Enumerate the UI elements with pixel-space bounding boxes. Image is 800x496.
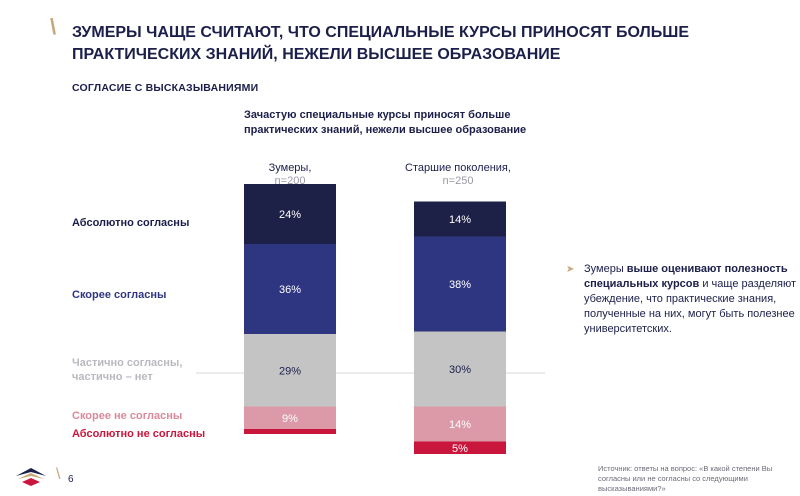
data-label-1-2: 30% xyxy=(449,364,471,376)
bar-segment-1-4 xyxy=(414,441,506,454)
bar-segment-0-4 xyxy=(244,429,336,434)
group-name-zoomers: Зумеры, xyxy=(268,162,312,174)
group-n-older: n=250 xyxy=(442,175,474,187)
legend-label-4: Абсолютно не согласны xyxy=(72,428,206,440)
data-label-0-3: 9% xyxy=(282,413,298,425)
company-logo xyxy=(14,466,48,493)
bar-segment-1-0 xyxy=(414,201,506,237)
data-label-1-0: 14% xyxy=(449,214,471,226)
data-label-0-2: 29% xyxy=(279,365,301,377)
data-label-1-1: 38% xyxy=(449,279,471,291)
legend-label-1: Скорее согласны xyxy=(72,289,167,301)
insight-text-bold: выше оценивают полезность специальных ку… xyxy=(584,263,788,290)
group-name-older: Старшие поколения, xyxy=(405,162,511,174)
legend-label-3: Скорее не согласны xyxy=(72,410,183,422)
page-title: ЗУМЕРЫ ЧАЩЕ СЧИТАЮТ, ЧТО СПЕЦИАЛЬНЫЕ КУР… xyxy=(72,24,690,63)
data-label-0-1: 36% xyxy=(279,284,301,296)
section-subtitle: СОГЛАСИЕ С ВЫСКАЗЫВАНИЯМИ xyxy=(72,82,259,94)
footer-accent-slash: \ xyxy=(56,466,61,483)
bar-segment-0-1 xyxy=(244,244,336,334)
bar-segment-0-3 xyxy=(244,406,336,429)
bar-segment-1-1 xyxy=(414,236,506,332)
bar-segment-1-2 xyxy=(414,331,506,407)
chart-title: Зачастую специальные курсы приносят боль… xyxy=(244,109,527,136)
source-note: Источник: ответы на вопрос: «В какой сте… xyxy=(598,464,773,493)
data-label-1-4: 5% xyxy=(452,443,468,455)
group-label-older: Старшие поколения, n=250 xyxy=(388,162,528,188)
insight-text: Зумеры выше оценивают полезность специал… xyxy=(584,262,798,337)
page-number: 6 xyxy=(68,474,74,485)
bar-segment-1-3 xyxy=(414,406,506,442)
insight-text-part1: Зумеры xyxy=(584,263,627,275)
title-accent-slash: \ xyxy=(50,14,57,39)
data-label-0-0: 24% xyxy=(279,209,301,221)
legend-label-2: Частично согласны, частично – нет xyxy=(72,357,183,383)
insight-note: ➤ Зумеры выше оценивают полезность специ… xyxy=(566,262,798,337)
data-label-1-3: 14% xyxy=(449,419,471,431)
bar-segment-0-0 xyxy=(244,184,336,244)
legend-label-0: Абсолютно согласны xyxy=(72,217,190,229)
insight-text-part2: и чаще разделяют убеждение, что практиче… xyxy=(584,278,796,335)
bar-segment-0-2 xyxy=(244,334,336,407)
bullet-arrow-icon: ➤ xyxy=(566,264,575,275)
